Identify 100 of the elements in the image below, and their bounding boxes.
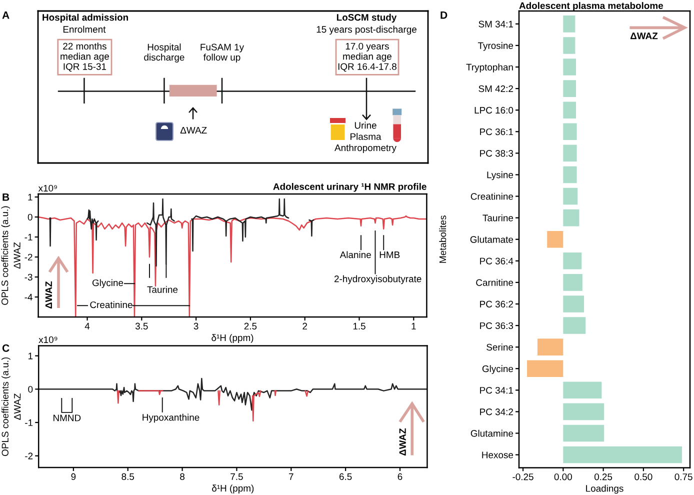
x-tick-label: -0.25 xyxy=(512,474,534,480)
bar xyxy=(563,37,576,54)
x-tick-label: 0.75 xyxy=(674,474,692,480)
text: FuSAM 1y follow up xyxy=(200,44,244,62)
x-tick-label: 3 xyxy=(194,322,198,330)
y-tick-label: Serine xyxy=(486,344,514,351)
y-tick-label: PC 36:3 xyxy=(480,322,514,330)
y-tick-label: PC 34:2 xyxy=(480,408,513,416)
bar xyxy=(563,446,682,464)
y-tick-label: LPC 16:0 xyxy=(474,106,514,114)
x-tick-label: 0.00 xyxy=(554,474,572,480)
y-tick-label: PC 38:3 xyxy=(480,150,514,157)
y-tick-label: -1 xyxy=(25,419,33,426)
annotation: Alanine xyxy=(340,251,371,258)
bar xyxy=(563,188,578,205)
y-tick-label: Tryptophan xyxy=(466,64,513,72)
bar xyxy=(563,102,576,118)
y-tick-label: -3 xyxy=(24,274,32,281)
y-tick-label: 0 xyxy=(28,386,33,393)
x-tick-label: 2 xyxy=(302,322,307,330)
bar xyxy=(563,209,580,226)
text: 22 months median age IQR 15-31 xyxy=(60,42,109,72)
bar xyxy=(563,144,577,162)
y-tick-label: Creatinine xyxy=(470,192,514,200)
x-tick-label: 3.5 xyxy=(135,322,148,330)
annotation: 2-hydroxyisobutyrate xyxy=(334,275,422,284)
text: 17.0 years median age IQR 16.4-17.8 xyxy=(338,42,396,72)
y-tick-label: Lysine xyxy=(487,171,514,180)
text: ΔWAZ xyxy=(180,126,207,134)
y-tick-label: -1 xyxy=(24,234,32,240)
annotation: HMB xyxy=(380,252,400,258)
bar xyxy=(527,360,564,378)
line-series xyxy=(38,378,428,411)
bar xyxy=(563,166,577,184)
x-tick-label: 8.5 xyxy=(122,473,134,480)
x-axis-title: δ¹H (ppm) xyxy=(212,484,254,494)
bar xyxy=(563,296,584,312)
text: B xyxy=(2,193,10,201)
x-tick-label: 9 xyxy=(71,473,76,480)
x-tick-label: 7 xyxy=(288,473,294,480)
bar xyxy=(563,424,604,442)
text: D xyxy=(440,11,448,19)
y-tick-label: -2 xyxy=(24,254,32,260)
x-tick-label: 0.50 xyxy=(634,474,652,480)
y-tick-label: 1 xyxy=(28,352,33,360)
bar xyxy=(547,230,564,248)
y-tick-label: PC 36:1 xyxy=(480,128,513,136)
text: Hospital discharge xyxy=(144,44,184,62)
chart-title: Adolescent urinary ¹H NMR profile xyxy=(273,182,426,192)
x-tick-label: 1 xyxy=(412,322,416,330)
y-tick-label: Glycine xyxy=(482,365,514,374)
text: x10⁹ xyxy=(38,336,58,344)
y-axis-title: Metabolites xyxy=(439,216,446,263)
x-axis-title: δ¹H (ppm) xyxy=(212,334,254,343)
y-axis-title: OPLS coefficients (a.u.) ΔWAZ xyxy=(1,206,20,305)
x-axis-title: Loadings xyxy=(586,484,624,494)
text: Enrolment xyxy=(63,26,106,33)
annotation: Taurine xyxy=(147,286,178,293)
chart-title: Adolescent plasma metabolome xyxy=(519,2,664,11)
y-axis-title: OPLS coefficients (a.u.) ΔWAZ xyxy=(2,357,21,456)
annotation: ΔWAZ xyxy=(630,32,658,40)
bar xyxy=(563,58,576,76)
text: 15 years post-discharge xyxy=(316,26,416,35)
text: Hospital admission xyxy=(42,14,128,23)
y-tick-label: PC 34:1 xyxy=(480,386,513,394)
bar xyxy=(563,123,577,140)
y-tick-label: -4 xyxy=(24,294,32,300)
y-tick-label: Hexose xyxy=(482,452,514,458)
bar xyxy=(563,16,576,32)
annotation: Creatinine xyxy=(90,301,132,308)
y-tick-label: Taurine xyxy=(482,214,514,222)
bar xyxy=(563,252,582,270)
text: Urine Plasma Anthropometry xyxy=(334,122,396,153)
y-tick-label: PC 36:2 xyxy=(480,300,513,308)
x-tick-label: 2.5 xyxy=(244,322,257,330)
x-tick-label: 4 xyxy=(84,322,90,330)
y-tick-label: Carnitine xyxy=(476,279,514,286)
annotation: ΔWAZ xyxy=(45,281,52,309)
bar xyxy=(563,382,602,399)
x-tick-label: 6.5 xyxy=(339,473,352,480)
y-tick-label: SM 42:2 xyxy=(478,85,513,92)
y-tick-label: PC 36:4 xyxy=(480,258,514,264)
annotation: ΔWAZ xyxy=(399,428,406,456)
text: x10⁹ xyxy=(38,184,57,192)
x-tick-label: 0.25 xyxy=(594,474,612,480)
y-tick-label: -2 xyxy=(25,452,33,460)
x-tick-label: 8 xyxy=(180,473,184,480)
y-tick-label: 0 xyxy=(28,214,32,221)
x-tick-label: 6 xyxy=(398,473,402,480)
y-tick-label: Tyrosine xyxy=(478,42,514,51)
text: C xyxy=(2,344,10,352)
y-tick-label: SM 34:1 xyxy=(478,20,513,28)
bar xyxy=(563,80,576,97)
x-tick-label: 1.5 xyxy=(353,322,366,330)
annotation: Glycine xyxy=(92,279,124,288)
bar xyxy=(563,403,604,420)
y-tick-label: Glutamine xyxy=(470,430,514,437)
annotation: Hypoxanthine xyxy=(142,414,200,423)
y-tick-label: 1 xyxy=(28,194,32,200)
text: LoSCM study xyxy=(336,14,397,23)
